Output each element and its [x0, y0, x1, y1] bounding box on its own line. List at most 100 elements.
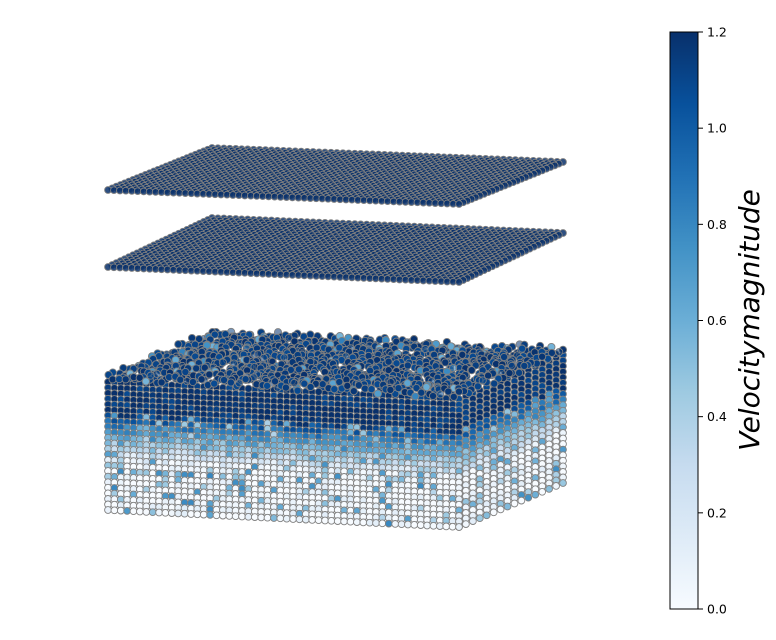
particle	[482, 511, 491, 520]
particle	[241, 375, 250, 384]
particle	[538, 487, 547, 496]
particle	[148, 508, 157, 517]
particle	[444, 387, 453, 396]
particle	[559, 479, 567, 487]
particle	[490, 379, 499, 388]
particle	[250, 513, 259, 521]
particle	[312, 343, 321, 352]
particle	[270, 514, 278, 522]
particle	[121, 375, 130, 384]
particle	[359, 518, 368, 527]
particle	[210, 379, 219, 388]
particle	[340, 517, 348, 526]
particle	[384, 519, 393, 528]
particle	[174, 509, 183, 518]
top-plate	[104, 144, 567, 208]
particle	[346, 517, 355, 526]
particle	[142, 508, 151, 516]
particle	[263, 513, 272, 522]
particle	[403, 361, 412, 370]
particle	[517, 496, 526, 505]
particle	[515, 368, 524, 377]
particle	[104, 506, 112, 514]
particle	[290, 378, 299, 387]
particle	[458, 350, 467, 359]
particle	[404, 520, 412, 529]
particle	[174, 340, 183, 349]
particle	[367, 385, 376, 394]
particle	[531, 490, 540, 499]
particle	[496, 505, 505, 514]
particle	[454, 387, 464, 396]
particle	[538, 352, 547, 361]
particle	[146, 371, 155, 380]
particle	[197, 375, 206, 384]
particle	[423, 521, 431, 530]
particle	[394, 384, 403, 393]
particle	[205, 370, 214, 379]
particle	[301, 515, 310, 524]
particle	[206, 511, 214, 519]
particle	[155, 508, 163, 517]
particle	[314, 387, 323, 396]
particle	[520, 361, 529, 370]
particle	[524, 493, 533, 502]
particle	[108, 375, 117, 384]
particle	[308, 516, 317, 524]
particle	[295, 515, 304, 524]
particle	[136, 507, 144, 516]
particle	[327, 516, 336, 525]
particle	[510, 499, 519, 508]
particle	[244, 512, 253, 521]
particle	[552, 482, 560, 490]
particle	[157, 378, 166, 387]
particle	[489, 508, 498, 517]
particle	[417, 388, 426, 397]
middle-plate	[104, 214, 567, 286]
particle	[353, 518, 361, 526]
particle	[167, 509, 176, 517]
particle	[545, 485, 553, 493]
particle	[180, 509, 189, 518]
particle	[473, 382, 482, 391]
particle	[187, 510, 195, 518]
particle	[181, 367, 190, 377]
particle	[518, 344, 527, 353]
particle	[436, 390, 445, 399]
particle	[462, 520, 470, 528]
particle	[442, 522, 451, 531]
particle	[293, 386, 302, 395]
particle	[289, 515, 297, 523]
particle	[397, 520, 406, 529]
particle	[455, 278, 463, 286]
particle	[231, 512, 240, 521]
particle	[199, 510, 208, 519]
particle	[422, 382, 431, 392]
particle	[455, 523, 463, 531]
particle	[192, 364, 201, 373]
particle	[282, 514, 291, 523]
particle	[505, 369, 514, 378]
particle	[475, 514, 484, 523]
particle	[212, 511, 221, 520]
particle	[410, 520, 419, 529]
particle	[349, 387, 358, 396]
particle	[161, 508, 170, 517]
particle	[373, 389, 382, 398]
granular-bed	[104, 327, 568, 531]
particle	[467, 366, 476, 375]
particle	[219, 375, 229, 385]
particle	[448, 522, 457, 531]
particle	[116, 506, 125, 515]
particle	[226, 378, 235, 387]
particle	[219, 511, 227, 520]
particle	[343, 381, 352, 390]
particle	[306, 382, 315, 392]
particle	[129, 507, 138, 516]
particle	[333, 517, 342, 525]
particle	[429, 521, 438, 530]
particle	[123, 507, 131, 515]
particle	[478, 376, 487, 385]
